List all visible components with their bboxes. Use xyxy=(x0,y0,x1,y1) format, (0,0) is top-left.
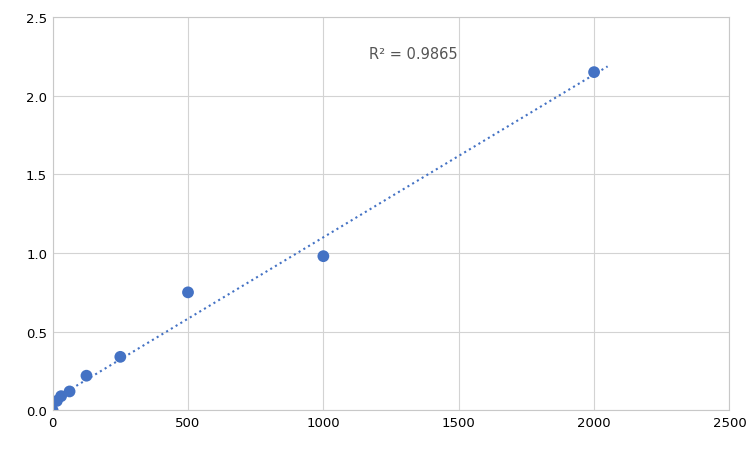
Point xyxy=(114,354,126,361)
Point xyxy=(588,69,600,77)
Point xyxy=(51,397,63,405)
Text: R² = 0.9865: R² = 0.9865 xyxy=(369,47,458,62)
Point xyxy=(55,393,67,400)
Point xyxy=(317,253,329,260)
Point xyxy=(47,407,59,414)
Point xyxy=(182,289,194,296)
Point xyxy=(63,388,75,395)
Point xyxy=(80,372,92,379)
